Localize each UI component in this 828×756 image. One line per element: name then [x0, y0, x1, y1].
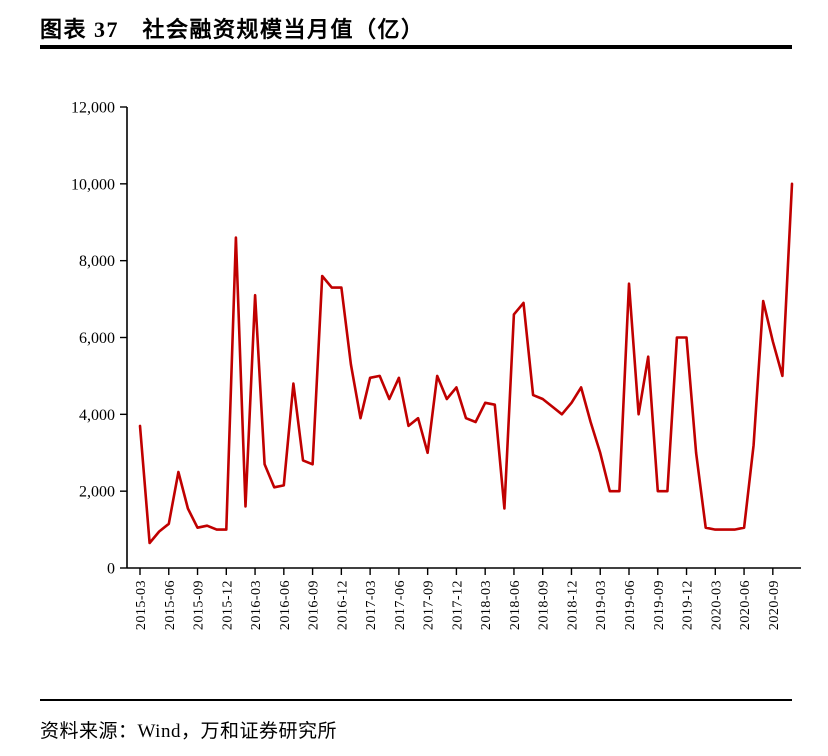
- x-axis-label: 2015-06: [163, 580, 178, 630]
- title-rule: [40, 45, 792, 49]
- x-axis-label: 2015-12: [220, 580, 235, 630]
- y-axis-label: 8,000: [79, 253, 115, 270]
- x-axis-label: 2016-09: [307, 580, 322, 630]
- y-axis-label: 4,000: [79, 407, 115, 424]
- x-axis-label: 2018-03: [479, 580, 494, 630]
- x-axis-label: 2017-09: [422, 580, 437, 630]
- x-axis-label: 2018-12: [565, 580, 580, 630]
- x-axis-label: 2015-03: [134, 580, 149, 630]
- x-axis-label: 2017-12: [450, 580, 465, 630]
- x-axis-label: 2017-03: [364, 580, 379, 630]
- x-axis-label: 2017-06: [393, 580, 408, 630]
- x-axis-label: 2019-06: [623, 580, 638, 630]
- chart-title: 图表 37 社会融资规模当月值（亿）: [40, 17, 425, 42]
- y-axis-label: 6,000: [79, 330, 115, 347]
- x-axis-label: 2016-06: [278, 580, 293, 630]
- footer-rule: [40, 699, 792, 701]
- x-axis-label: 2020-03: [709, 580, 724, 630]
- source-note: 资料来源：Wind，万和证券研究所: [40, 721, 337, 742]
- x-axis-label: 2018-09: [537, 580, 552, 630]
- x-axis-label: 2019-12: [681, 580, 696, 630]
- x-axis-label: 2019-09: [652, 580, 667, 630]
- y-axis-label: 0: [107, 561, 115, 578]
- x-axis-label: 2019-03: [594, 580, 609, 630]
- y-axis-label: 10,000: [71, 176, 115, 193]
- series-line: [138, 182, 794, 545]
- x-axis-label: 2020-06: [738, 580, 753, 630]
- x-axis-label: 2016-03: [249, 580, 264, 630]
- x-axis-label: 2020-09: [767, 580, 782, 630]
- y-axis-label: 2,000: [79, 484, 115, 501]
- x-axis-label: 2018-06: [508, 580, 523, 630]
- y-axis-label: 12,000: [71, 100, 115, 117]
- x-axis-label: 2015-09: [192, 580, 207, 630]
- x-axis-label: 2016-12: [335, 580, 350, 630]
